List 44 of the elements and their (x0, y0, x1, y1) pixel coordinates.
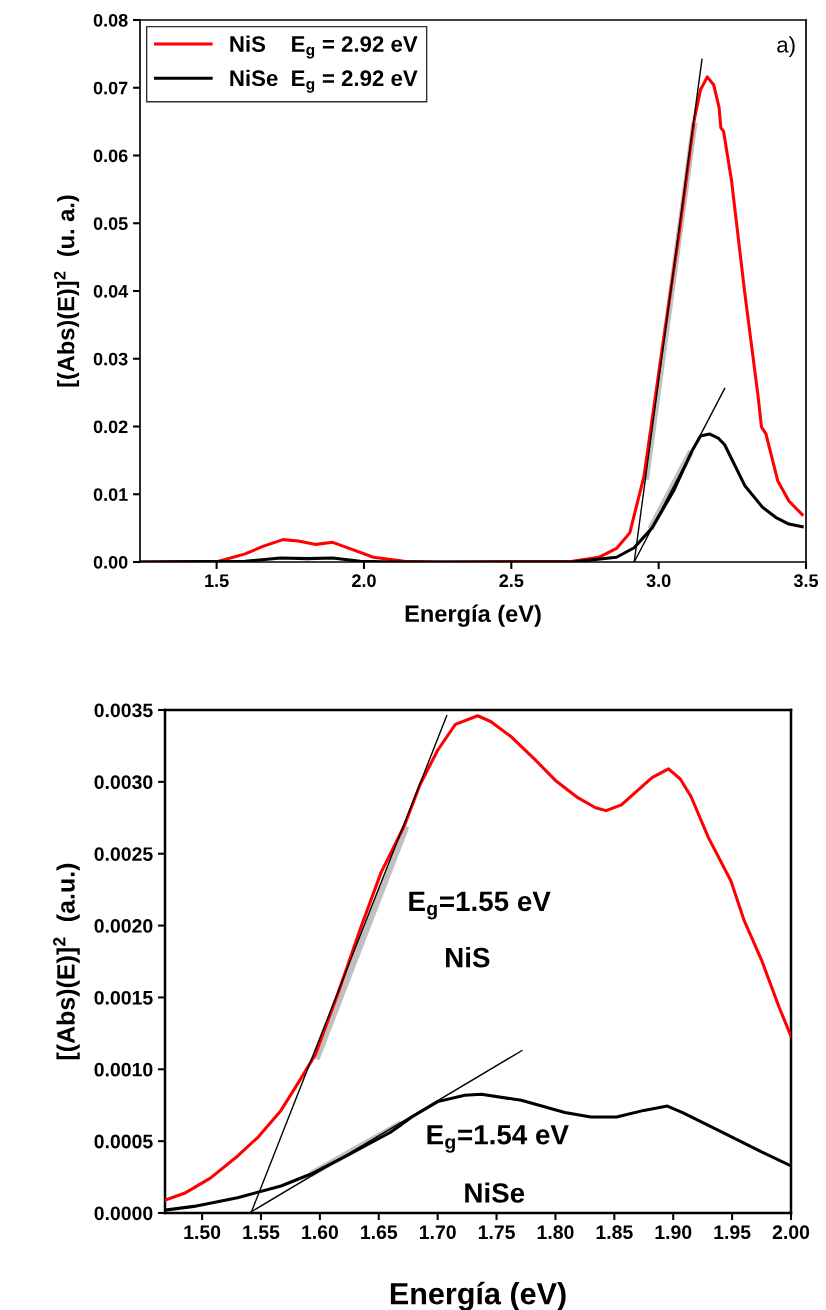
annotation: NiSe (465, 1182, 525, 1203)
x-tick-label: 1.90 (655, 1225, 692, 1240)
annotation: a) (777, 36, 795, 57)
y-tick-label: 0.07 (93, 81, 128, 95)
x-tick-label: 1.65 (361, 1225, 398, 1240)
y-tick-label: 0.08 (93, 13, 128, 27)
x-tick-label: 3.0 (646, 574, 671, 588)
y-tick-label: 0.06 (93, 149, 128, 163)
y-tick-label: 0.00 (93, 555, 128, 569)
x-tick-label: 3.5 (793, 574, 819, 588)
x-tick-label: 2.5 (499, 574, 524, 588)
x-tick-label: 1.80 (537, 1225, 574, 1240)
x-tick-label: 1.50 (184, 1225, 221, 1240)
y-tick-label: 0.04 (93, 284, 129, 298)
y-tick-label: 0.01 (93, 488, 128, 501)
y-tick-label: 0.0020 (94, 919, 153, 933)
y-tick-label: 0.02 (93, 420, 128, 434)
y-tick-label: 0.0010 (94, 1062, 153, 1077)
y-tick-label: 0.05 (93, 217, 128, 230)
annotation: E$_{g}$=1.54 eV (427, 1125, 569, 1153)
x-tick-label: 1.60 (302, 1225, 339, 1240)
y-axis-title: [(Abs)(E)]$^{2}$ (a.u.) (53, 863, 80, 1060)
x-tick-label: 2.00 (772, 1225, 810, 1240)
y-tick-label: 0.03 (93, 352, 128, 366)
legend-label: NiS E$_{g}$ = 2.92 eV (230, 35, 418, 59)
y-tick-label: 0.0030 (94, 775, 153, 790)
x-tick-label: 1.75 (478, 1225, 515, 1240)
y-axis-title: [(Abs)(E)]$^{2}$ (u. a.) (53, 195, 80, 387)
x-axis-title: Energía (eV) (390, 1281, 566, 1310)
x-tick-label: 1.85 (596, 1225, 633, 1240)
y-tick-label: 0.0000 (94, 1206, 153, 1221)
y-tick-label: 0.0035 (94, 703, 153, 718)
annotation: E$_{g}$=1.55 eV (409, 891, 551, 920)
legend-label: NiSe E$_{g}$ = 2.92 eV (230, 69, 418, 93)
y-tick-label: 0.0015 (94, 990, 153, 1005)
x-axis-title: Energía (eV) (405, 604, 541, 627)
x-tick-label: 1.70 (419, 1225, 456, 1240)
annotation: NiS (446, 947, 490, 968)
x-tick-label: 2.0 (352, 574, 376, 588)
y-tick-label: 0.0025 (94, 847, 153, 861)
x-tick-label: 1.5 (205, 574, 229, 588)
x-tick-label: 1.55 (243, 1225, 280, 1240)
y-tick-label: 0.0005 (94, 1134, 153, 1149)
x-tick-label: 1.95 (714, 1225, 751, 1240)
